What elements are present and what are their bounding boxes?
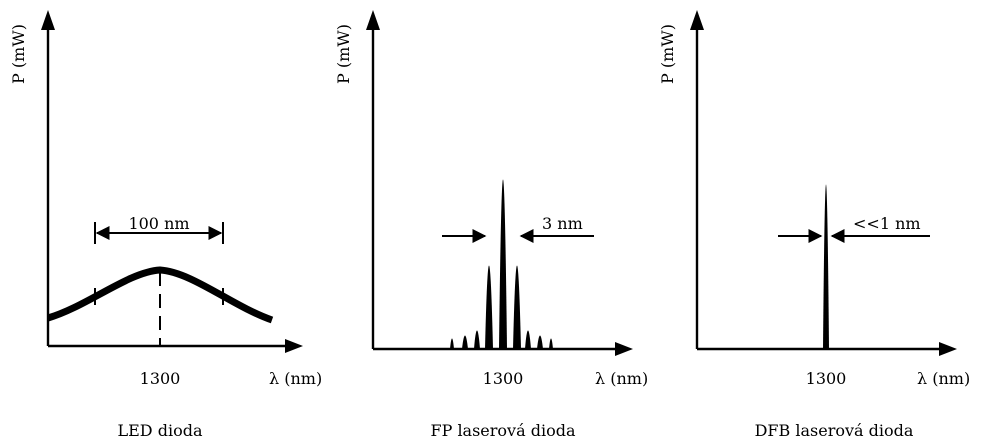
led-panel: P (mW) λ (nm) 1300 LED dioda 100 nm bbox=[9, 10, 322, 440]
dfb-y-axis-arrowhead bbox=[690, 10, 704, 30]
dfb-caption: DFB laserová dioda bbox=[755, 421, 914, 440]
led-spectrum-curve bbox=[46, 266, 274, 324]
fp-tick-label: 1300 bbox=[483, 369, 524, 388]
fp-mode bbox=[537, 335, 543, 349]
fp-mode bbox=[474, 330, 480, 349]
dfb-width-label: <<1 nm bbox=[853, 214, 921, 233]
fp-width-label: 3 nm bbox=[542, 214, 583, 233]
fp-mode bbox=[462, 335, 468, 349]
led-width-label-bg bbox=[122, 214, 196, 232]
dfb-panel: P (mW) λ (nm) 1300 DFB laserová dioda <<… bbox=[658, 10, 970, 440]
led-caption: LED dioda bbox=[118, 421, 203, 440]
led-width-label: 100 nm bbox=[128, 214, 189, 233]
fp-mode bbox=[485, 265, 493, 349]
dfb-spectral-line bbox=[823, 184, 829, 349]
fp-central-mode bbox=[499, 179, 507, 349]
fp-y-axis-arrowhead bbox=[366, 10, 380, 30]
led-y-axis-arrowhead bbox=[41, 10, 55, 30]
dfb-x-axis-arrowhead bbox=[939, 342, 957, 356]
fp-width-label-bg bbox=[537, 214, 591, 232]
led-y-axis-label: P (mW) bbox=[9, 24, 28, 84]
fp-mode bbox=[513, 265, 521, 349]
fp-mode bbox=[525, 330, 531, 349]
led-x-axis-label: λ (nm) bbox=[269, 369, 322, 388]
dfb-x-axis-label: λ (nm) bbox=[917, 369, 970, 388]
dfb-width-label-bg bbox=[849, 214, 921, 232]
dfb-tick-label: 1300 bbox=[806, 369, 847, 388]
fp-x-axis-label: λ (nm) bbox=[595, 369, 648, 388]
fp-mode bbox=[450, 338, 454, 349]
fp-mode bbox=[549, 338, 553, 349]
fp-panel: P (mW) λ (nm) 1300 FP laserová dioda 3 n… bbox=[334, 10, 648, 440]
dfb-y-axis-label: P (mW) bbox=[658, 24, 677, 84]
led-tick-label: 1300 bbox=[140, 369, 181, 388]
led-x-axis-arrowhead bbox=[285, 339, 303, 353]
fp-caption: FP laserová dioda bbox=[430, 421, 575, 440]
fp-x-axis-arrowhead bbox=[615, 342, 633, 356]
fp-y-axis-label: P (mW) bbox=[334, 24, 353, 84]
